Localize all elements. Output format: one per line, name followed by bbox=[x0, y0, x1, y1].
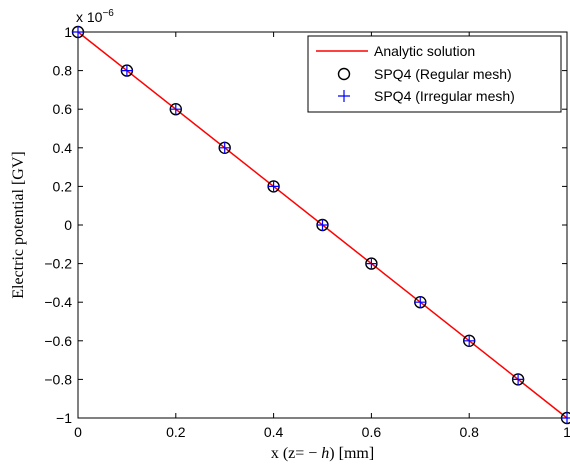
y-tick-label: 0.8 bbox=[53, 63, 73, 79]
x-tick-label: 0.2 bbox=[166, 424, 186, 440]
y-axis-label: Electric potential [GV] bbox=[10, 151, 27, 299]
legend-label: SPQ4 (Irregular mesh) bbox=[374, 88, 515, 104]
x-tick-label: 0.4 bbox=[264, 424, 284, 440]
y-tick-label: −0.6 bbox=[44, 333, 72, 349]
y-tick-label: −1 bbox=[56, 410, 72, 426]
x-axis-label: x (z= − h) [mm] bbox=[271, 445, 374, 462]
legend-label: Analytic solution bbox=[374, 43, 475, 59]
y-tick-label: 0.6 bbox=[53, 101, 73, 117]
y-tick-label: −0.2 bbox=[44, 256, 72, 272]
y-tick-label: 1 bbox=[64, 24, 72, 40]
y-tick-label: 0 bbox=[64, 217, 72, 233]
x-tick-label: 0 bbox=[74, 424, 82, 440]
x-tick-label: 0.8 bbox=[459, 424, 479, 440]
x-tick-label: 0.6 bbox=[362, 424, 382, 440]
y-tick-label: 0.4 bbox=[53, 140, 73, 156]
y-tick-label: 0.2 bbox=[53, 178, 73, 194]
y-tick-label: −0.8 bbox=[44, 371, 72, 387]
x-tick-label: 1 bbox=[563, 424, 570, 440]
legend-label: SPQ4 (Regular mesh) bbox=[374, 66, 512, 82]
y-exponent-label: x 10−6 bbox=[76, 8, 114, 25]
y-tick-label: −0.4 bbox=[44, 294, 72, 310]
